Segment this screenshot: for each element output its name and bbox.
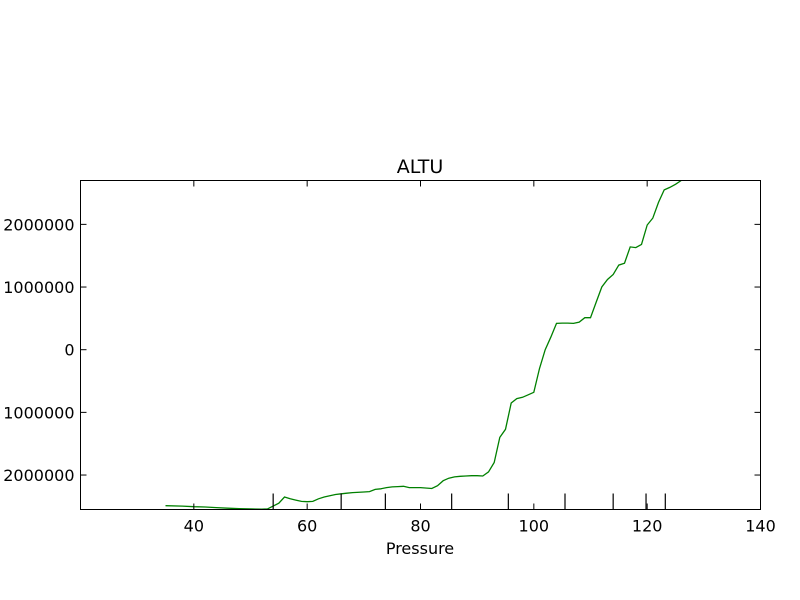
y-tick-label: 2000000 — [3, 466, 74, 485]
x-axis: 40 60 80 100 120 140 — [184, 180, 776, 536]
y-axis: 2000000 1000000 0 1000000 2000000 — [3, 215, 761, 485]
x-axis-label: Pressure — [386, 539, 454, 558]
x-tick-label: 80 — [410, 517, 430, 536]
y-tick-label: 2000000 — [3, 215, 74, 234]
x-tick-label: 40 — [184, 517, 204, 536]
x-tick-label: 60 — [297, 517, 317, 536]
series-line-0 — [165, 180, 682, 510]
y-tick-label: 1000000 — [3, 403, 74, 422]
x-tick-label: 140 — [745, 517, 776, 536]
plot-area — [165, 180, 682, 510]
rug-marks — [272, 493, 666, 510]
x-tick-label: 120 — [632, 517, 663, 536]
x-tick-label: 100 — [519, 517, 550, 536]
chart-title: ALTU — [397, 156, 443, 178]
y-tick-label: 0 — [64, 341, 74, 360]
plot-frame — [80, 180, 761, 510]
y-tick-label: 1000000 — [3, 278, 74, 297]
